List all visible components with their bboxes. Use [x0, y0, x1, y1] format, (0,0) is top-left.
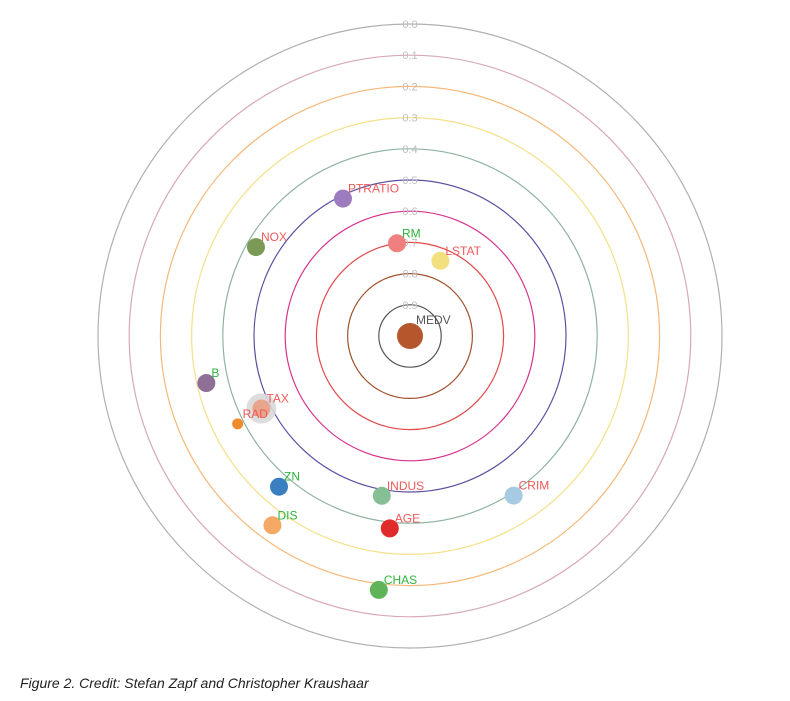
ring-value-label: 0.9 [402, 300, 417, 312]
node-dot-zn[interactable] [269, 477, 288, 496]
node-label-indus: INDUS [387, 479, 424, 493]
ring-label-group: 0.0 0.1 0.2 0.3 0.4 0.5 0.6 0.7 0.8 0.9 [402, 19, 417, 312]
orbit-ring [378, 304, 442, 368]
ring-value-label: 0.0 [402, 19, 417, 31]
orbit-ring [128, 54, 692, 618]
orbit-ring [284, 210, 536, 462]
orbit-ring [253, 179, 567, 493]
node-dot-indus[interactable] [372, 486, 391, 505]
node-label-rad: RAD [243, 407, 269, 421]
orbit-ring [159, 85, 661, 587]
node-dot-rm[interactable] [387, 234, 406, 253]
node-label-medv: MEDV [416, 313, 451, 327]
ring-value-label: 0.8 [402, 269, 417, 281]
node-label-zn: ZN [284, 470, 300, 484]
orbit-ring [97, 23, 723, 649]
orbit-ring [222, 148, 598, 524]
orbit-ring [347, 273, 474, 400]
node-label-dis: DIS [277, 508, 297, 522]
node-dot-chas[interactable] [369, 580, 388, 599]
ring-value-label: 0.7 [402, 237, 417, 249]
ring-value-label: 0.4 [402, 144, 417, 156]
node-dot-medv[interactable] [397, 323, 423, 349]
node-dot-ptratio[interactable] [333, 189, 352, 208]
ring-value-label: 0.2 [402, 81, 417, 93]
node-dot-nox[interactable] [246, 238, 265, 257]
ring-value-label: 0.3 [402, 113, 417, 125]
node-label-tax: TAX [266, 391, 288, 405]
node-group: MEDV LSTAT RM PTRATIO NOX B TAX RAD ZN DIS INDUS AG… [197, 182, 549, 599]
orbit-ring [315, 241, 505, 431]
node-label-ptratio: PTRATIO [348, 182, 399, 196]
figure-caption: Figure 2. Credit: Stefan Zapf and Christ… [20, 675, 369, 691]
ring-value-label: 0.6 [402, 206, 417, 218]
node-label-b: B [211, 366, 219, 380]
node-label-chas: CHAS [384, 573, 417, 587]
ring-value-label: 0.5 [402, 175, 417, 187]
node-label-rm: RM [402, 226, 421, 240]
node-dot-b[interactable] [197, 374, 216, 393]
orbit-ring [191, 117, 629, 555]
node-label-lstat: LSTAT [445, 244, 481, 258]
node-label-nox: NOX [261, 230, 287, 244]
node-dot-dis[interactable] [263, 516, 282, 535]
node-label-crim: CRIM [519, 479, 550, 493]
node-label-age: AGE [395, 511, 420, 525]
correlation-orbit-chart: 0.0 0.1 0.2 0.3 0.4 0.5 0.6 0.7 0.8 0.9 MEDV LSTAT… [97, 19, 723, 649]
node-dot-lstat[interactable] [431, 251, 450, 270]
node-dot-tax[interactable] [252, 399, 271, 418]
node-dot-crim[interactable] [504, 486, 523, 505]
ring-value-label: 0.1 [402, 50, 417, 62]
node-dot-rad[interactable] [232, 418, 244, 430]
ring-group [97, 23, 723, 649]
node-dot-age[interactable] [380, 519, 399, 538]
